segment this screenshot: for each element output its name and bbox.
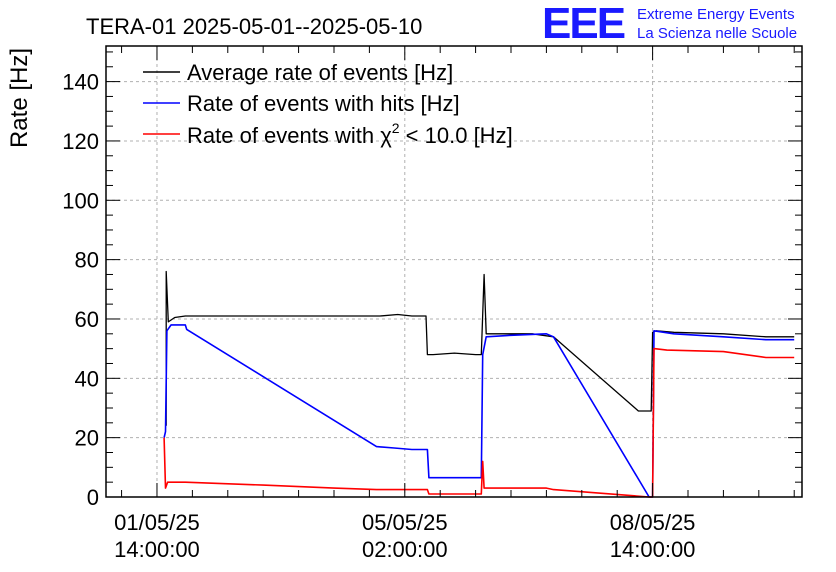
legend-label-hits: Rate of events with hits [Hz] [187,91,460,116]
y-tick-label: 60 [75,307,99,332]
x-tick-label-time: 14:00:00 [610,537,696,562]
x-tick-label-date: 05/05/25 [362,510,448,535]
y-tick-label: 20 [75,426,99,451]
grid [106,46,802,497]
legend-label-average: Average rate of events [Hz] [187,60,453,85]
x-tick-label-time: 02:00:00 [362,537,448,562]
eee-logo-line2: La Scienza nelle Scuole [637,25,797,42]
legend: Average rate of events [Hz] Rate of even… [143,60,513,148]
y-tick-label: 0 [87,485,99,510]
x-tick-label-date: 01/05/25 [114,510,200,535]
y-tick-label: 120 [62,129,99,154]
x-tick-labels: 01/05/2514:00:0005/05/2502:00:0008/05/25… [114,510,695,562]
y-tick-label: 100 [62,188,99,213]
y-tick-label: 40 [75,366,99,391]
y-tick-label: 80 [75,248,99,273]
y-tick-label: 140 [62,70,99,95]
eee-logo-mark: EEE [542,0,625,48]
x-tick-label-date: 08/05/25 [610,510,696,535]
series-layer [163,270,795,498]
series-line-2 [163,347,795,498]
y-axis-label: Rate [Hz] [6,48,33,148]
x-tick-label-time: 14:00:00 [114,537,200,562]
axes [105,45,803,498]
eee-logo-line1: Extreme Energy Events [637,6,795,23]
series-line-0 [165,270,795,426]
legend-label-chi2: Rate of events with χ2 < 10.0 [Hz] [187,120,513,148]
chart-title: TERA-01 2025-05-01--2025-05-10 [86,14,422,39]
y-tick-labels: 0 20 40 60 80 100 120 140 [62,70,99,510]
plot-frame [105,45,803,498]
eee-logo: EEE Extreme Energy Events La Scienza nel… [542,0,797,48]
